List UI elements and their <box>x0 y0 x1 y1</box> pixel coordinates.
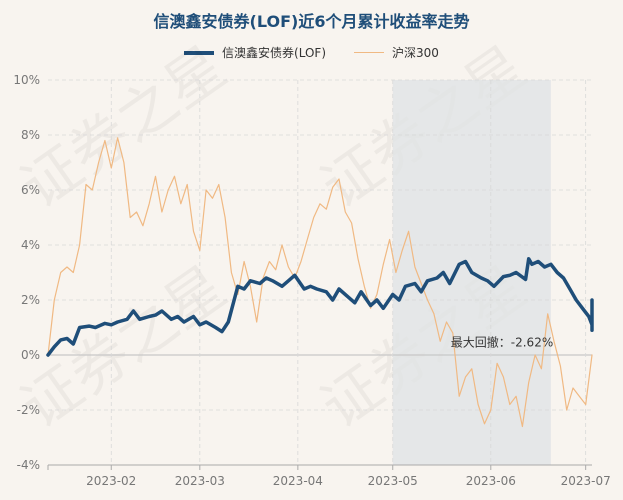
y-tick-label: 0% <box>21 348 40 362</box>
x-tick-label: 2023-07 <box>561 474 611 488</box>
y-tick-label: -4% <box>17 458 40 472</box>
legend-label-index: 沪深300 <box>392 46 439 60</box>
y-tick-label: -2% <box>17 403 40 417</box>
legend: 信澳鑫安债券(LOF) 沪深300 <box>0 44 623 61</box>
series-layer <box>46 137 594 428</box>
legend-item-index[interactable]: 沪深300 <box>354 44 439 61</box>
x-tick-label: 2023-04 <box>273 474 323 488</box>
y-axis-ticks: -4% -2% 0% 2% 4% 6% 8% 10% <box>13 73 40 472</box>
y-tick-label: 4% <box>21 238 40 252</box>
legend-swatch-index <box>354 52 385 53</box>
legend-item-fund[interactable]: 信澳鑫安债券(LOF) <box>184 44 326 61</box>
legend-label-fund: 信澳鑫安债券(LOF) <box>222 46 327 60</box>
x-tick-label: 2023-05 <box>368 474 418 488</box>
y-tick-label: 6% <box>21 183 40 197</box>
annotation-layer: 最大回撤：-2.62% <box>451 335 553 350</box>
x-axis-ticks: 2023-02 2023-03 2023-04 2023-05 2023-06 2023-… <box>47 464 611 488</box>
watermark-text: 证券之星 <box>9 253 238 442</box>
legend-swatch-fund <box>184 50 215 55</box>
grid-layer <box>48 79 592 466</box>
x-tick-label: 2023-06 <box>466 474 516 488</box>
watermark-text: 证券之星 <box>9 33 238 222</box>
chart-title: 信澳鑫安债券(LOF)近6个月累计收益率走势 <box>153 12 470 31</box>
series-line-index[interactable] <box>47 137 593 428</box>
max-drawdown-annotation: 最大回撤：-2.62% <box>451 335 553 350</box>
x-tick-label: 2023-03 <box>175 474 225 488</box>
x-tick-label: 2023-02 <box>86 474 136 488</box>
y-tick-label: 2% <box>21 293 40 307</box>
y-tick-label: 10% <box>13 73 40 87</box>
series-line-fund[interactable] <box>46 257 594 357</box>
y-tick-label: 8% <box>21 128 40 142</box>
